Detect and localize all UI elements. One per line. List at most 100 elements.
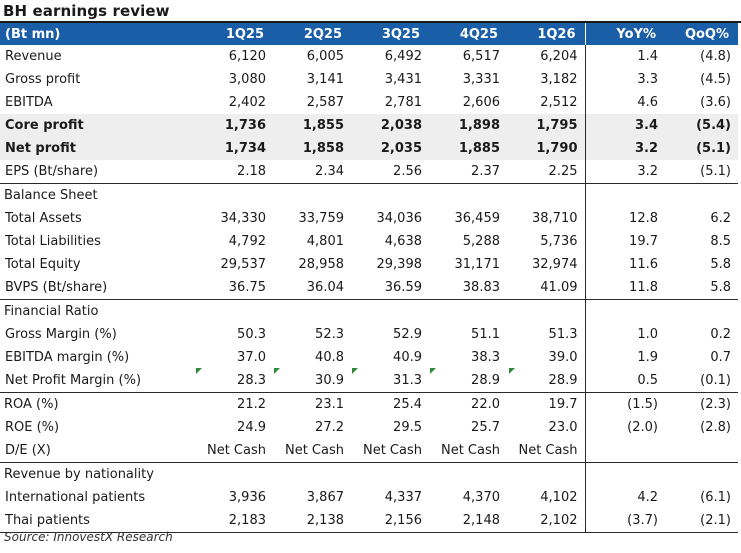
row-label: Revenue — [5, 49, 62, 64]
table-cell: 27.2 — [315, 420, 344, 435]
table-cell: 2,148 — [429, 509, 507, 533]
row-label: D/E (X) — [5, 443, 51, 458]
table-cell — [195, 462, 273, 486]
table-cell: Net Cash — [284, 443, 344, 458]
table-cell: 1,885 — [429, 137, 507, 160]
table-cell: 21.2 — [195, 392, 273, 416]
table-cell: 36.75 — [228, 280, 266, 295]
table-cell: 29,537 — [220, 257, 267, 272]
row-label: Core profit — [0, 114, 195, 137]
table-cell: (4.5) — [700, 72, 731, 87]
table-cell: 36.04 — [306, 280, 344, 295]
table-cell — [273, 299, 351, 323]
table-row: EPS (Bt/share) 2.18 2.34 2.56 2.37 2.25 3.2 (5.… — [0, 160, 738, 184]
table-cell: 29,398 — [376, 257, 423, 272]
table-cell: 6,492 — [384, 49, 422, 64]
table-cell: 51.3 — [548, 327, 578, 342]
table-cell: 2,102 — [507, 509, 585, 533]
table-header-row: (Bt mn) 1Q25 2Q25 3Q25 4Q25 1Q26 YoY% Qo… — [0, 23, 738, 45]
table-cell: 0.2 — [710, 327, 731, 342]
table-cell — [351, 462, 429, 486]
column-header-2q25: 2Q25 — [273, 23, 351, 45]
table-cell: 52.9 — [393, 327, 422, 342]
table-row: Net Profit Margin (%) 28.3 30.9 31.3 28.9 28.… — [0, 369, 738, 393]
table-cell: Net Cash — [362, 443, 422, 458]
table-cell: 2,035 — [351, 137, 429, 160]
table-row: D/E (X) Net Cash Net Cash Net Cash Net Cash N… — [0, 439, 738, 463]
table-cell — [584, 439, 665, 463]
table-row: ROE (%) 24.9 27.2 29.5 25.7 23.0 (2.0) (2.8) — [0, 416, 738, 439]
table-cell: 3.2 — [584, 137, 665, 160]
column-header-4q25: 4Q25 — [429, 23, 507, 45]
table-cell: 38.83 — [462, 280, 500, 295]
table-cell: 25.4 — [351, 392, 429, 416]
table-row: Net profit 1,734 1,858 2,035 1,885 1,790 3.2 (5… — [0, 137, 738, 160]
table-cell: 3.3 — [584, 68, 665, 91]
table-cell: 1,790 — [507, 137, 585, 160]
table-row: Total Liabilities 4,792 4,801 4,638 5,288 5,7… — [0, 230, 738, 253]
unit-header: (Bt mn) — [0, 23, 195, 45]
earnings-table: (Bt mn) 1Q25 2Q25 3Q25 4Q25 1Q26 YoY% Qo… — [0, 23, 738, 533]
table-row: BVPS (Bt/share) 36.75 36.04 36.59 38.83 41.09… — [0, 276, 738, 300]
table-cell: 36.59 — [384, 280, 422, 295]
table-cell — [273, 183, 351, 207]
row-label: Net profit — [0, 137, 195, 160]
table-cell: 3,331 — [462, 72, 500, 87]
table-cell — [584, 299, 665, 323]
table-cell: 3,936 — [228, 490, 266, 505]
table-row: Gross profit 3,080 3,141 3,431 3,331 3,182 3.3… — [0, 68, 738, 91]
row-label: International patients — [5, 490, 146, 505]
table-row: Core profit 1,736 1,855 2,038 1,898 1,795 3.4(… — [0, 114, 738, 137]
comment-flag-icon — [352, 368, 358, 374]
table-cell: 1,795 — [507, 114, 585, 137]
table-cell: 23.1 — [273, 392, 351, 416]
table-cell: 11.6 — [584, 253, 665, 276]
comment-flag-icon — [430, 368, 436, 374]
comment-flag-icon — [274, 368, 280, 374]
table-cell: 4,370 — [462, 490, 500, 505]
table-cell: 38.3 — [471, 350, 500, 365]
title-divider — [0, 21, 741, 23]
table-cell: 4,792 — [228, 234, 266, 249]
row-label: EBITDA margin (%) — [5, 350, 130, 365]
table-cell: 28.3 — [237, 373, 266, 388]
table-row: Balance Sheet — [0, 183, 738, 207]
table-cell — [665, 183, 738, 207]
table-cell: 6,517 — [462, 49, 500, 64]
row-label: Total Assets — [5, 211, 82, 226]
table-cell — [584, 462, 665, 486]
table-cell — [429, 183, 507, 207]
table-cell — [273, 462, 351, 486]
table-cell: 29.5 — [393, 420, 422, 435]
table-cell: 39.0 — [548, 350, 578, 365]
comment-flag-icon — [196, 368, 202, 374]
table-cell: 0.5 — [584, 369, 665, 393]
table-cell: 1.9 — [584, 346, 665, 369]
table-cell: 4,337 — [384, 490, 422, 505]
table-cell: 40.9 — [393, 350, 422, 365]
table-cell: 4,801 — [306, 234, 344, 249]
table-cell: 2,512 — [540, 95, 578, 110]
table-cell: (0.1) — [700, 373, 731, 388]
table-cell: (5.1) — [700, 164, 731, 179]
table-cell: 4.6 — [584, 91, 665, 114]
table-cell — [429, 462, 507, 486]
row-label: EPS (Bt/share) — [5, 164, 99, 179]
table-cell: 4,102 — [540, 490, 578, 505]
column-header-1q25: 1Q25 — [195, 23, 273, 45]
table-row: Revenue 6,120 6,005 6,492 6,517 6,204 1.4 (4.8) — [0, 45, 738, 68]
table-cell: 3,867 — [306, 490, 344, 505]
table-cell: 3,431 — [384, 72, 422, 87]
table-row: Total Equity 29,537 28,958 29,398 31,171 32,9… — [0, 253, 738, 276]
table-cell: 4.2 — [584, 486, 665, 509]
table-cell: (5.4) — [665, 114, 738, 137]
table-cell: 3.4 — [584, 114, 665, 137]
table-cell: (3.7) — [584, 509, 665, 533]
table-cell: 3,141 — [306, 72, 344, 87]
table-cell: (2.8) — [700, 420, 731, 435]
table-cell: 1.0 — [584, 323, 665, 346]
table-cell — [351, 183, 429, 207]
table-cell: (6.1) — [700, 490, 731, 505]
table-cell: 37.0 — [237, 350, 266, 365]
column-header-1q26: 1Q26 — [507, 23, 585, 45]
